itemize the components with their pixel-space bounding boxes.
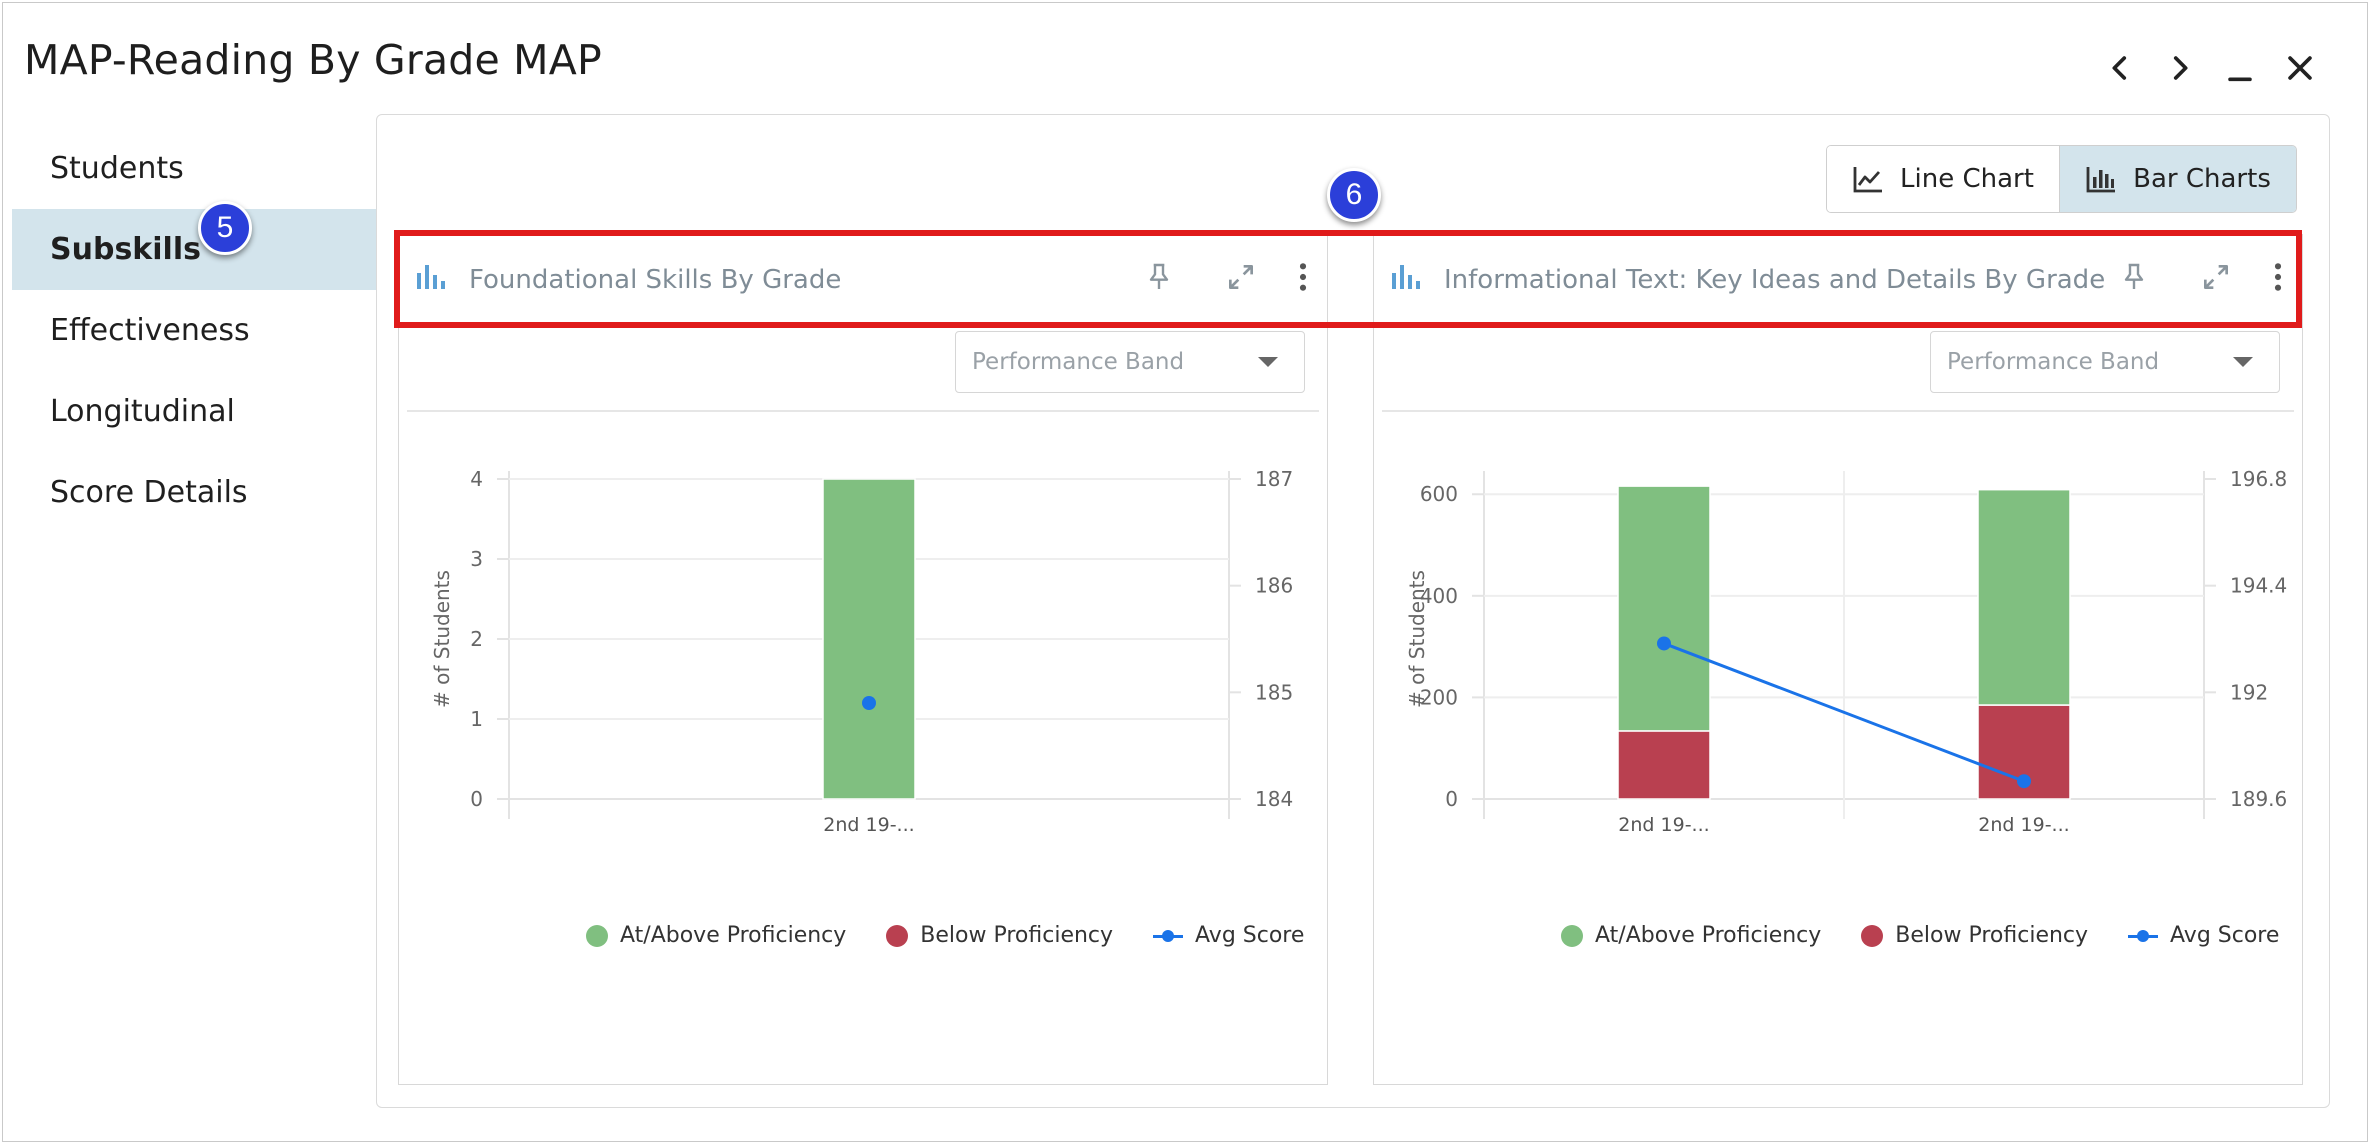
bar-chart-icon xyxy=(2086,167,2116,193)
chart-panel-foundational-skills: Foundational Skills By Grade Performance… xyxy=(398,234,1328,1085)
panel-header: Foundational Skills By Grade xyxy=(399,235,1327,325)
divider xyxy=(1382,410,2294,412)
y-tick-label: 200 xyxy=(1420,685,1458,709)
y-axis-title: # of Students xyxy=(1405,570,1429,708)
more-options-icon[interactable] xyxy=(1283,257,1323,297)
bar-chart-icon xyxy=(417,265,445,289)
chart-panel-informational-text: Informational Text: Key Ideas and Detail… xyxy=(1373,234,2303,1085)
legend-item-avg-score[interactable]: Avg Score xyxy=(2128,923,2279,948)
x-tick-label: 2nd 19-... xyxy=(823,814,914,836)
sidebar-item-label: Subskills xyxy=(50,232,201,267)
y-tick-label: 3 xyxy=(470,547,483,571)
panel-title: Foundational Skills By Grade xyxy=(469,265,842,295)
y2-tick-label: 196.8 xyxy=(2230,467,2287,491)
bar-at-above xyxy=(1617,485,1711,732)
divider xyxy=(407,410,1319,412)
bar-at-above xyxy=(822,478,916,800)
bar-at-above xyxy=(1977,488,2071,706)
legend-label: At/Above Proficiency xyxy=(1595,923,1822,948)
line-chart-icon xyxy=(1853,167,1883,193)
more-options-icon[interactable] xyxy=(2258,257,2298,297)
legend-item-avg-score[interactable]: Avg Score xyxy=(1153,923,1304,948)
y2-tick-label: 184 xyxy=(1255,787,1293,811)
legend-swatch xyxy=(1861,924,1884,947)
bar-chart-icon xyxy=(1392,265,1420,289)
step-badge-5: 5 xyxy=(198,201,252,255)
pin-icon[interactable] xyxy=(1139,257,1179,297)
chevron-down-icon xyxy=(1258,357,1278,367)
panel-title: Informational Text: Key Ideas and Detail… xyxy=(1444,265,2106,295)
chart-type-toggle: Line Chart Bar Charts xyxy=(1826,145,2297,213)
legend-item-below[interactable]: Below Proficiency xyxy=(886,923,1113,948)
sidebar-item-longitudinal[interactable]: Longitudinal xyxy=(12,371,376,452)
avg-score-point xyxy=(862,696,876,710)
y-tick-label: 0 xyxy=(1445,787,1458,811)
legend-swatch xyxy=(586,924,608,947)
y2-tick-label: 186 xyxy=(1255,574,1293,598)
sidebar-item-students[interactable]: Students xyxy=(12,128,376,209)
previous-icon[interactable] xyxy=(2096,44,2144,92)
legend-swatch xyxy=(886,924,909,947)
sidebar-item-effectiveness[interactable]: Effectiveness xyxy=(12,290,376,371)
chart-legend: At/Above Proficiency Below Proficiency A… xyxy=(586,923,1304,948)
next-icon[interactable] xyxy=(2156,44,2204,92)
sidebar-item-label: Students xyxy=(50,151,184,186)
sidebar-item-label: Score Details xyxy=(50,475,248,510)
y-tick-label: 1 xyxy=(470,707,483,731)
legend-label: At/Above Proficiency xyxy=(620,923,847,948)
minimize-icon[interactable] xyxy=(2216,44,2264,92)
select-value: Performance Band xyxy=(1947,349,2160,375)
y2-tick-label: 189.6 xyxy=(2230,787,2287,811)
sidebar-item-label: Effectiveness xyxy=(50,313,250,348)
sidebar-item-label: Longitudinal xyxy=(50,394,235,429)
legend-item-below[interactable]: Below Proficiency xyxy=(1861,923,2088,948)
close-icon[interactable] xyxy=(2276,44,2324,92)
performance-band-select[interactable]: Performance Band xyxy=(955,331,1305,393)
sidebar-item-score-details[interactable]: Score Details xyxy=(12,452,376,533)
legend-item-at-above[interactable]: At/Above Proficiency xyxy=(586,923,846,948)
y-tick-label: 0 xyxy=(470,787,483,811)
legend-label: Below Proficiency xyxy=(920,923,1114,948)
y-tick-label: 2 xyxy=(470,627,483,651)
y-tick-label: 4 xyxy=(470,467,483,491)
line-chart-label: Line Chart xyxy=(1900,164,2034,194)
chart-legend: At/Above Proficiency Below Proficiency A… xyxy=(1561,923,2279,948)
y2-tick-label: 194.4 xyxy=(2230,574,2287,598)
legend-label: Avg Score xyxy=(2170,923,2280,948)
y-tick-label: 600 xyxy=(1420,482,1458,506)
bar-charts-label: Bar Charts xyxy=(2133,164,2271,194)
y2-tick-label: 192 xyxy=(2230,680,2268,704)
legend-swatch xyxy=(1153,925,1184,947)
avg-score-point xyxy=(2017,774,2031,789)
y-tick-label: 400 xyxy=(1420,584,1458,608)
y-axis-title: # of Students xyxy=(430,570,454,708)
step-badge-6: 6 xyxy=(1327,168,1381,222)
chart-foundational-skills: 0 1 2 3 4 184 185 186 187 # of Students 2nd 19-... xyxy=(430,467,1293,836)
bar-below xyxy=(1617,730,1711,800)
chevron-down-icon xyxy=(2233,357,2253,367)
legend-label: Avg Score xyxy=(1195,923,1305,948)
legend-label: Below Proficiency xyxy=(1895,923,2089,948)
avg-score-point xyxy=(1657,636,1671,651)
expand-icon[interactable] xyxy=(1221,257,1261,297)
legend-item-at-above[interactable]: At/Above Proficiency xyxy=(1561,923,1821,948)
select-value: Performance Band xyxy=(972,349,1185,375)
y2-tick-label: 185 xyxy=(1255,680,1293,704)
legend-swatch xyxy=(1561,924,1583,947)
line-chart-button[interactable]: Line Chart xyxy=(1827,146,2060,212)
performance-band-select[interactable]: Performance Band xyxy=(1930,331,2280,393)
legend-swatch xyxy=(2128,925,2159,947)
bar-charts-button[interactable]: Bar Charts xyxy=(2060,146,2296,212)
avg-score-line xyxy=(1663,642,2025,783)
sidebar-item-subskills[interactable]: Subskills xyxy=(12,209,376,290)
sidebar-nav: Students Subskills Effectiveness Longitu… xyxy=(12,128,376,533)
x-tick-label: 2nd 19-... xyxy=(1978,814,2069,836)
pin-icon[interactable] xyxy=(2114,257,2154,297)
chart-informational-text: 0 200 400 600 189.6 192 194.4 196.8 # of Student… xyxy=(1405,467,2287,836)
x-tick-label: 2nd 19-... xyxy=(1618,814,1709,836)
panel-header: Informational Text: Key Ideas and Detail… xyxy=(1374,235,2302,325)
y2-tick-label: 187 xyxy=(1255,467,1293,491)
window-title: MAP-Reading By Grade MAP xyxy=(24,36,602,84)
expand-icon[interactable] xyxy=(2196,257,2236,297)
